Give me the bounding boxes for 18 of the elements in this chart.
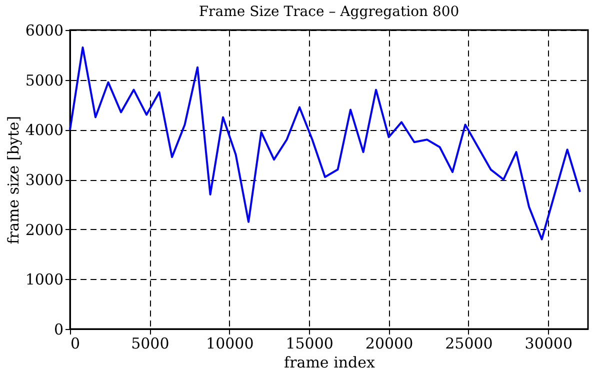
- chart-title: Frame Size Trace – Aggregation 800: [198, 4, 460, 20]
- x-tick-label: 30000: [524, 334, 573, 352]
- line-series: [69, 46, 582, 240]
- y-tick-label: 3000: [25, 171, 64, 189]
- x-tick-label: 10000: [206, 334, 254, 352]
- x-tick-label: 20000: [365, 334, 414, 352]
- x-tick-label: 5000: [131, 334, 170, 352]
- x-tick-label: 0: [70, 334, 80, 352]
- y-tick-label: 4000: [25, 121, 64, 140]
- y-tick-label: 2000: [25, 220, 64, 239]
- y-axis-title: frame size [byte]: [4, 116, 22, 244]
- y-tick-label: 1000: [25, 270, 64, 289]
- x-tick-label: 15000: [286, 334, 334, 352]
- x-tick-label: 25000: [445, 334, 493, 352]
- y-tick-label: 6000: [25, 22, 64, 40]
- y-tick-label: 0: [54, 320, 64, 338]
- y-tick-label: 5000: [25, 71, 64, 90]
- x-axis-title: frame index: [284, 354, 376, 372]
